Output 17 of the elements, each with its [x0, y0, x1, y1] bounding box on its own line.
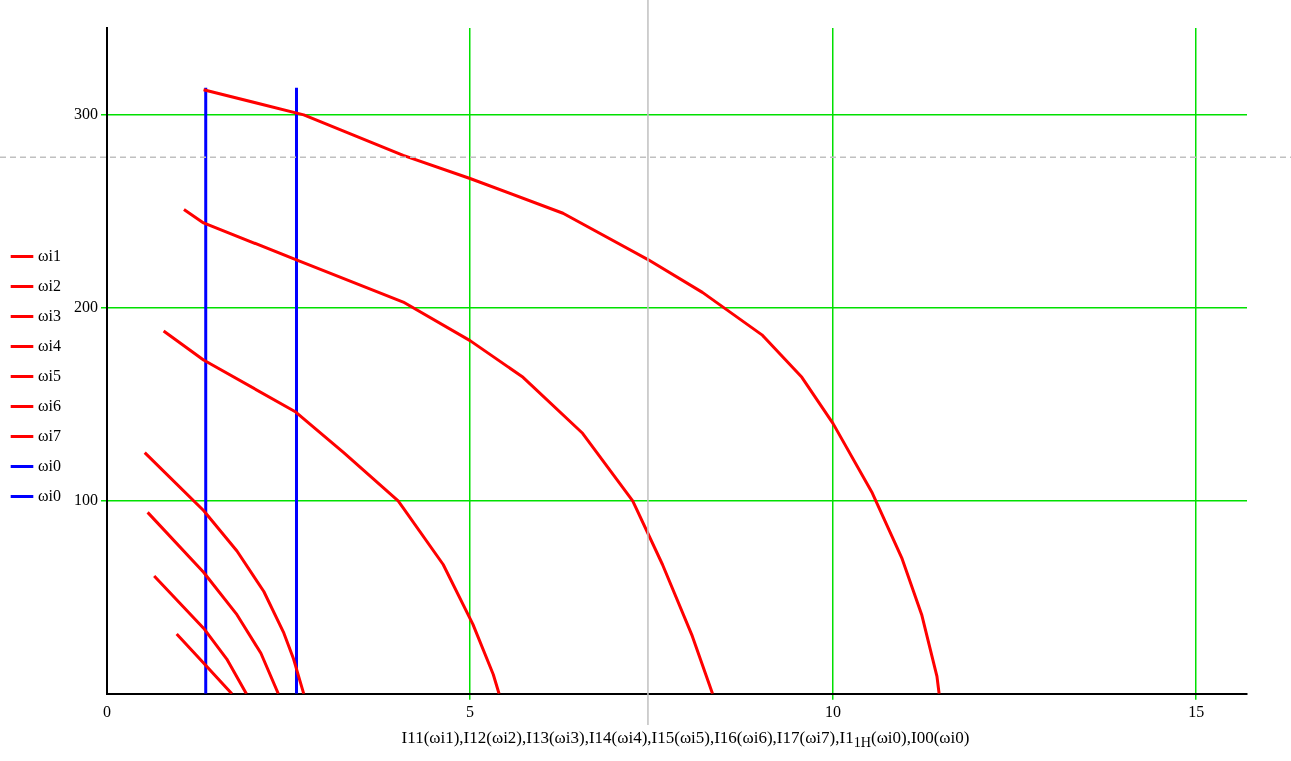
legend-label: ωi3: [38, 306, 61, 324]
legend-label: ωi0: [38, 486, 61, 504]
y-tick-label: 200: [73, 298, 98, 316]
legend-label: ωi4: [38, 336, 61, 354]
legend-label: ωi5: [38, 366, 61, 384]
x-tick-label: 0: [102, 702, 111, 720]
x-tick-label: 15: [1188, 702, 1205, 720]
x-tick-label: 10: [825, 702, 842, 720]
y-tick-label: 300: [73, 105, 98, 123]
legend-label: ωi0: [38, 456, 61, 474]
legend-label: ωi2: [38, 276, 61, 294]
x-tick-label: 5: [466, 702, 475, 720]
x-axis-title: I11(ωi1),I12(ωi2),I13(ωi3),I14(ωi4),I15(ωi5),I16(ωi6),I17(ωi7),I1$_{1H}$(ωi0),I00(ωi0): [400, 728, 971, 752]
y-tick-label: 100: [73, 491, 98, 509]
legend-label: ωi1: [38, 246, 61, 264]
legend-label: ωi7: [38, 426, 61, 444]
legend-label: ωi6: [38, 396, 61, 414]
